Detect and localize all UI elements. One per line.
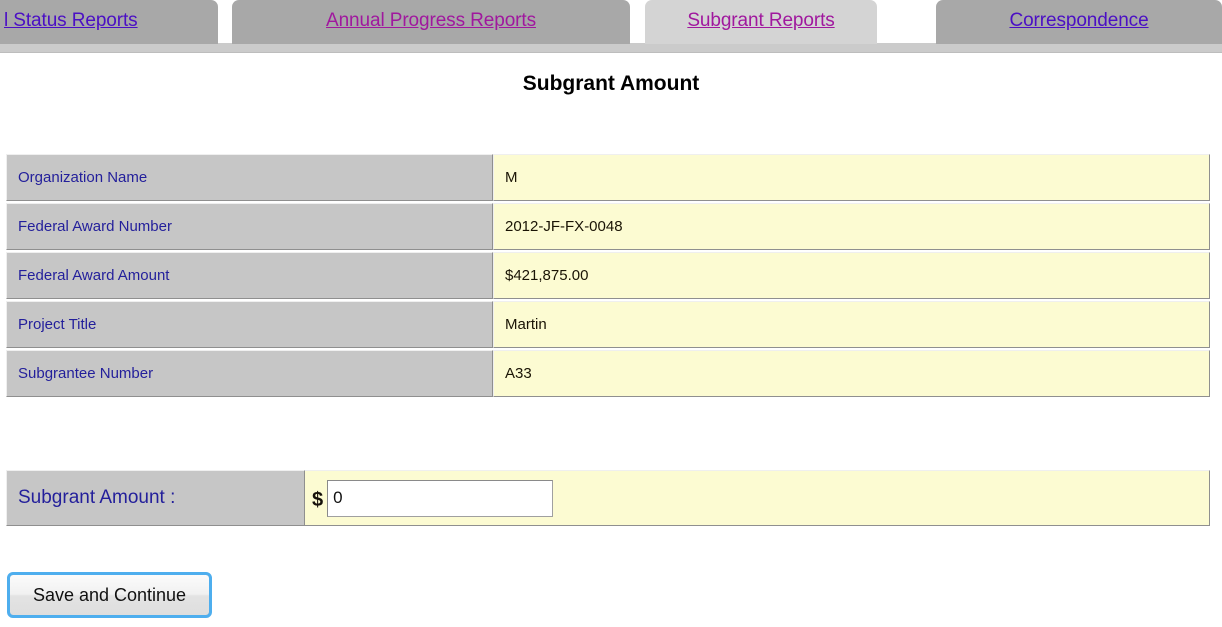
row-label: Organization Name (6, 154, 493, 201)
dollar-sign-icon: $ (312, 488, 324, 511)
subgrant-amount-table: Subgrant Amount : $ (6, 470, 1210, 526)
page-title: Subgrant Amount (522, 72, 700, 95)
row-label: Federal Award Number (6, 203, 493, 250)
row-value: $421,875.00 (493, 252, 1210, 299)
tab-annual-progress-reports[interactable]: Annual Progress Reports (232, 0, 630, 44)
row-value: 2012-JF-FX-0048 (493, 203, 1210, 250)
subgrant-amount-field-cell: $ (305, 470, 1210, 526)
table-row: Organization Name M (6, 154, 1210, 201)
tab-financial-status-reports[interactable]: l Status Reports (0, 0, 218, 44)
row-label: Federal Award Amount (6, 252, 493, 299)
tab-subgrant-reports[interactable]: Subgrant Reports (645, 0, 877, 44)
grant-info-table: Organization Name M Federal Award Number… (6, 152, 1210, 399)
tab-correspondence[interactable]: Correspondence (936, 0, 1222, 44)
subgrant-amount-input[interactable] (327, 479, 554, 517)
tab-label: l Status Reports (4, 10, 138, 31)
table-row: Subgrant Amount : $ (6, 470, 1210, 526)
table-row: Project Title Martin (6, 301, 1210, 348)
save-and-continue-button[interactable]: Save and Continue (7, 572, 212, 618)
table-row: Subgrantee Number A33 (6, 350, 1210, 397)
table-row: Federal Award Number 2012-JF-FX-0048 (6, 203, 1210, 250)
subgrant-amount-label: Subgrant Amount : (6, 470, 305, 526)
tab-label: Correspondence (1009, 10, 1149, 31)
tab-label: Subgrant Reports (687, 10, 835, 31)
table-row: Federal Award Amount $421,875.00 (6, 252, 1210, 299)
row-value: A33 (493, 350, 1210, 397)
tab-bar: l Status Reports Annual Progress Reports… (0, 0, 1222, 53)
row-value: M (493, 154, 1210, 201)
row-label: Subgrantee Number (6, 350, 493, 397)
tab-label: Annual Progress Reports (326, 10, 536, 31)
tab-bar-underline (0, 43, 1222, 53)
row-value: Martin (493, 301, 1210, 348)
row-label: Project Title (6, 301, 493, 348)
